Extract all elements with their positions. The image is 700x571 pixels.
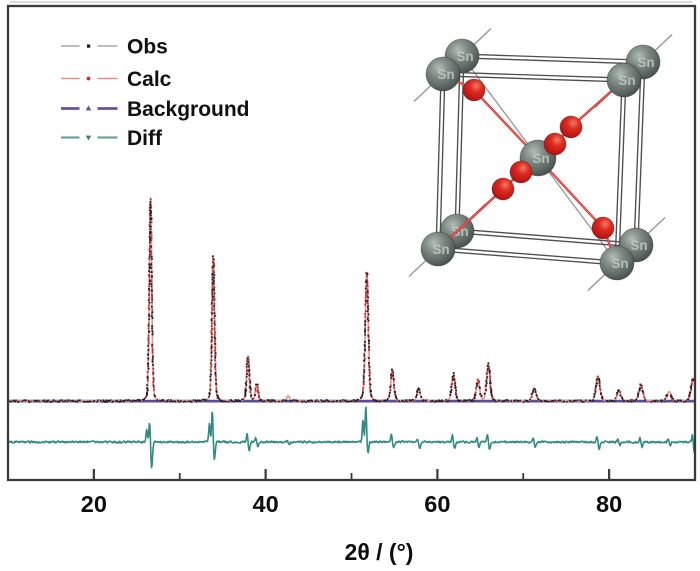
legend-item-background: Background — [61, 98, 250, 121]
x-axis-title: 2θ / (°) — [345, 539, 414, 565]
cell-edge-back — [461, 57, 643, 65]
cell-edge-back — [633, 61, 642, 245]
x-tick-label: 20 — [81, 491, 107, 517]
oxygen-atom — [543, 132, 567, 156]
cell-edge-back — [457, 228, 637, 244]
tin-atom-label: Sn — [456, 49, 473, 64]
oxygen-atom — [491, 177, 515, 201]
cell-edge-front — [614, 79, 623, 263]
x-tick-label: 80 — [596, 491, 622, 517]
tin-atom-front — [420, 231, 456, 267]
cell-edge-back — [637, 62, 646, 246]
tin-atom-label: Sn — [432, 242, 449, 257]
oxygen-atom — [559, 115, 583, 139]
plot-frame — [6, 4, 697, 482]
tin-atom-label: Sn — [611, 256, 628, 271]
oxygen-atom — [591, 216, 615, 240]
cell-edge-back — [454, 55, 461, 231]
legend-item-obs: Obs — [61, 36, 168, 59]
tin-atom-label: Sn — [451, 224, 468, 239]
tin-atom-label: Sn — [630, 238, 647, 253]
tin-atom-label: Sn — [637, 55, 654, 70]
cell-edge-front — [438, 246, 618, 262]
cell-edge-front — [437, 250, 617, 266]
oxygen-atom — [462, 78, 486, 102]
legend-marker — [85, 135, 92, 141]
legend-marker — [85, 105, 92, 111]
cell-edge-front — [435, 73, 442, 249]
diff-curve — [8, 406, 695, 469]
axes: 20 40 60 80 — [6, 4, 697, 517]
legend-label: Diff — [127, 127, 163, 150]
oxygen-atom — [509, 160, 533, 184]
x-tick-label: 60 — [424, 491, 450, 517]
legend-item-calc: Calc — [61, 68, 172, 91]
tin-atom-front — [599, 245, 635, 281]
cell-edge-front — [442, 75, 624, 83]
legend-label: Background — [127, 98, 250, 121]
cell-edge-back — [462, 53, 644, 61]
tin-atom-front — [425, 56, 461, 92]
legend: Obs Calc Background Diff — [61, 36, 250, 150]
cell-edge-front — [443, 71, 625, 79]
legend-marker — [87, 44, 91, 48]
legend-label: Calc — [127, 68, 172, 91]
tin-atom-label: Sn — [532, 151, 549, 166]
legend-item-diff: Diff — [61, 127, 163, 150]
plot-curves — [8, 197, 695, 469]
cell-edge-back — [456, 232, 636, 248]
legend-label: Obs — [127, 36, 168, 59]
cell-edge-front — [618, 80, 627, 264]
tin-atom-label: Sn — [437, 67, 454, 82]
tin-atom-label: Sn — [618, 73, 635, 88]
x-tick-label: 40 — [253, 491, 279, 517]
legend-marker — [86, 76, 91, 81]
cell-edge-front — [439, 74, 446, 250]
tin-atom-front — [606, 62, 642, 98]
